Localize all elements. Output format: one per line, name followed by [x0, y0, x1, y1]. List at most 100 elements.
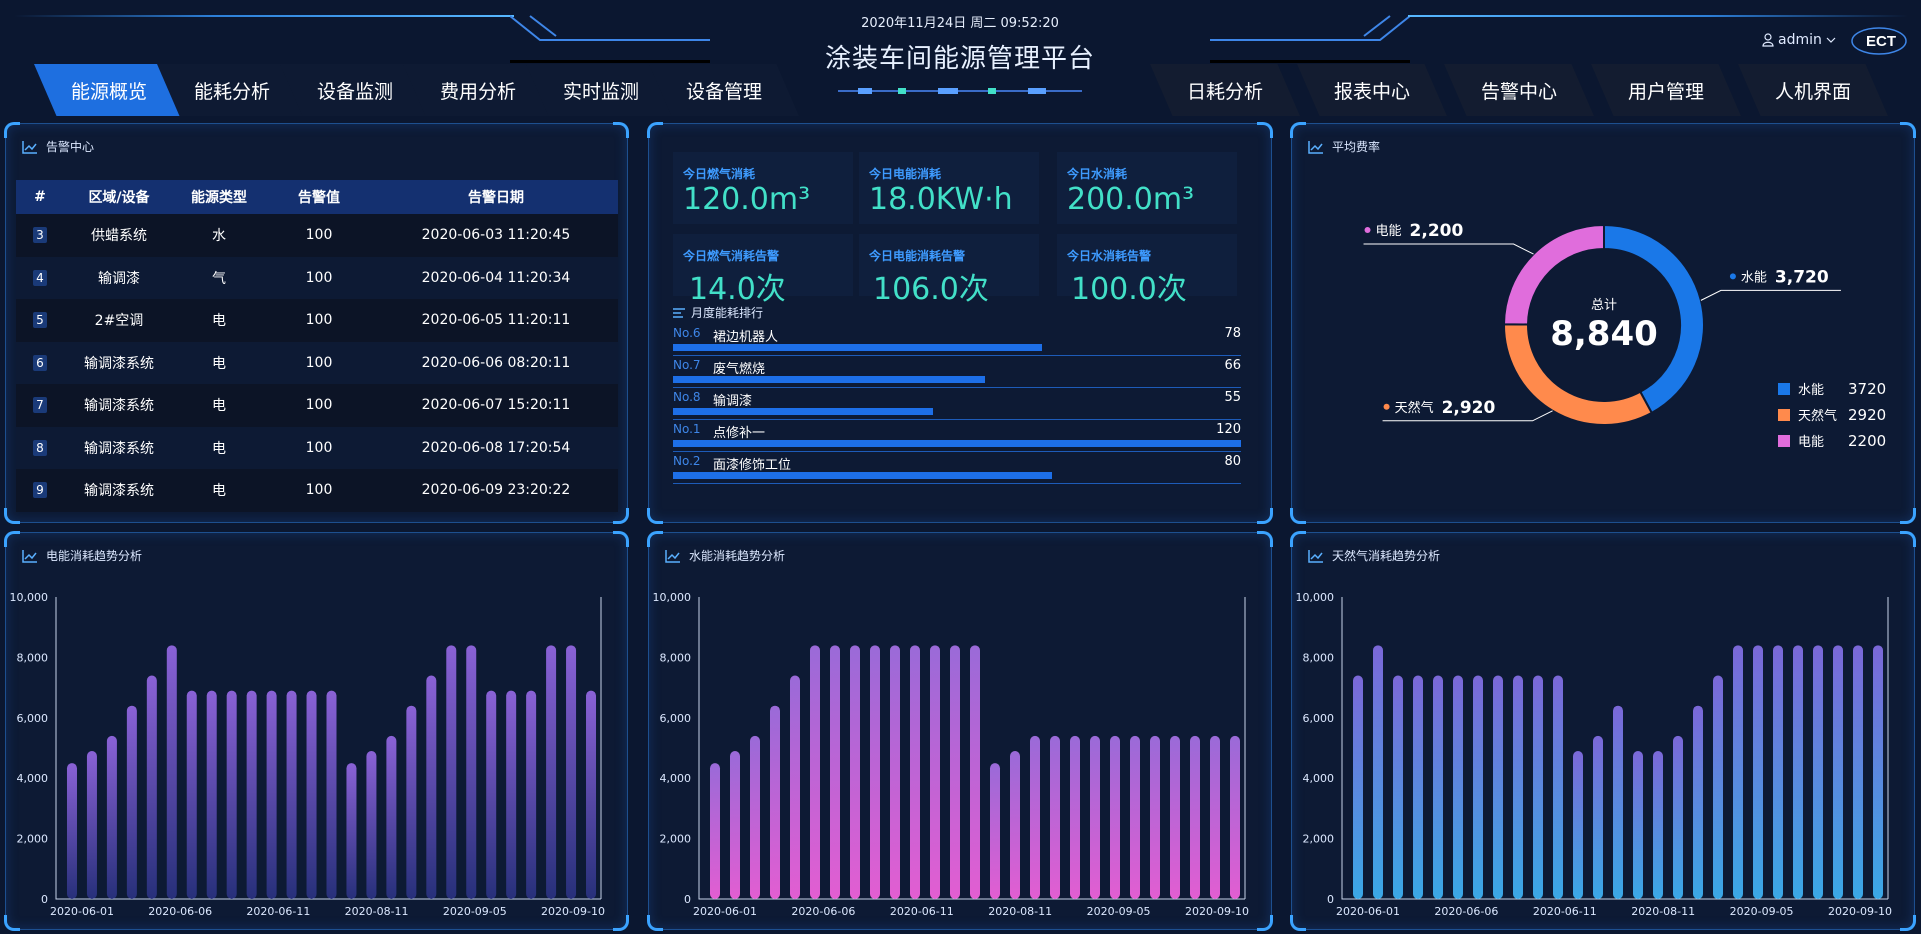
table-row[interactable]: 6 输调漆系统电 100 2020-06-06 08:20:11 [16, 341, 618, 384]
bar[interactable] [890, 645, 900, 899]
bar[interactable] [1853, 645, 1863, 899]
bar[interactable] [1393, 675, 1403, 899]
bar[interactable] [1090, 735, 1100, 899]
bar[interactable] [850, 645, 860, 899]
bar[interactable] [1813, 645, 1823, 899]
bar[interactable] [506, 690, 517, 899]
bar[interactable] [526, 690, 537, 899]
bar[interactable] [1793, 645, 1803, 899]
tab-report-center[interactable]: 报表中心 [1297, 64, 1447, 116]
bar[interactable] [1693, 705, 1703, 899]
tab-daily-analysis[interactable]: 日耗分析 [1150, 64, 1300, 116]
bar[interactable] [86, 751, 97, 899]
bar[interactable] [126, 705, 137, 899]
tab-hmi[interactable]: 人机界面 [1738, 64, 1888, 116]
bar[interactable] [1170, 735, 1180, 899]
bar[interactable] [206, 690, 217, 899]
bar[interactable] [1833, 645, 1843, 899]
tab-realtime-monitoring[interactable]: 实时监测 [526, 64, 676, 116]
bar[interactable] [1070, 735, 1080, 899]
bar[interactable] [870, 645, 880, 899]
bar[interactable] [1673, 735, 1683, 899]
table-row[interactable]: 8 输调漆系统电 100 2020-06-08 17:20:54 [16, 426, 618, 469]
tab-user-management[interactable]: 用户管理 [1591, 64, 1741, 116]
bar[interactable] [386, 735, 397, 899]
bar[interactable] [406, 705, 417, 899]
tab-consumption-analysis[interactable]: 能耗分析 [157, 64, 307, 116]
bar[interactable] [466, 645, 477, 899]
bar[interactable] [226, 690, 237, 899]
donut-slice[interactable] [1502, 223, 1605, 326]
bar[interactable] [1753, 645, 1763, 899]
bar[interactable] [1130, 735, 1140, 899]
bar[interactable] [1733, 645, 1743, 899]
bar[interactable] [930, 645, 940, 899]
tab-equipment-management[interactable]: 设备管理 [649, 64, 799, 116]
bar[interactable] [790, 675, 800, 899]
bar[interactable] [710, 763, 720, 899]
bar[interactable] [1653, 751, 1663, 899]
bar[interactable] [1573, 751, 1583, 899]
bar[interactable] [730, 751, 740, 899]
bar[interactable] [66, 763, 77, 899]
bar[interactable] [810, 645, 820, 899]
bar[interactable] [910, 645, 920, 899]
bar[interactable] [546, 645, 557, 899]
bar[interactable] [970, 645, 980, 899]
bar[interactable] [426, 675, 437, 899]
bar[interactable] [1553, 675, 1563, 899]
legend-item[interactable]: 天然气 2920 [1778, 405, 1886, 424]
bar[interactable] [1353, 675, 1363, 899]
bar[interactable] [1373, 645, 1383, 899]
bar[interactable] [990, 763, 1000, 899]
bar[interactable] [166, 645, 177, 899]
tab-alert-center[interactable]: 告警中心 [1444, 64, 1594, 116]
bar[interactable] [446, 645, 457, 899]
bar[interactable] [1413, 675, 1423, 899]
bar[interactable] [1050, 735, 1060, 899]
bar[interactable] [286, 690, 297, 899]
tab-energy-overview[interactable]: 能源概览 [34, 64, 184, 116]
bar[interactable] [106, 735, 117, 899]
bar[interactable] [1210, 735, 1220, 899]
bar[interactable] [1110, 735, 1120, 899]
bar[interactable] [1190, 735, 1200, 899]
bar[interactable] [326, 690, 337, 899]
table-row[interactable]: 9 输调漆系统电 100 2020-06-09 23:20:22 [16, 469, 618, 512]
bar[interactable] [770, 705, 780, 899]
tab-cost-analysis[interactable]: 费用分析 [403, 64, 553, 116]
bar[interactable] [1633, 751, 1643, 899]
bar[interactable] [1230, 735, 1240, 899]
bar[interactable] [1433, 675, 1443, 899]
bar[interactable] [830, 645, 840, 899]
user-menu[interactable]: admin [1762, 32, 1836, 48]
bar[interactable] [366, 751, 377, 899]
bar[interactable] [306, 690, 317, 899]
bar[interactable] [186, 690, 197, 899]
bar[interactable] [486, 690, 497, 899]
bar[interactable] [1473, 675, 1483, 899]
bar[interactable] [566, 645, 577, 899]
bar[interactable] [1593, 735, 1603, 899]
bar[interactable] [1453, 675, 1463, 899]
bar[interactable] [750, 735, 760, 899]
bar[interactable] [586, 690, 597, 899]
bar[interactable] [1713, 675, 1723, 899]
bar[interactable] [1773, 645, 1783, 899]
table-row[interactable]: 7 输调漆系统电 100 2020-06-07 15:20:11 [16, 384, 618, 427]
bar[interactable] [1493, 675, 1503, 899]
bar[interactable] [346, 763, 357, 899]
bar[interactable] [1513, 675, 1523, 899]
table-row[interactable]: 3 供蜡系统水 100 2020-06-03 11:20:45 [16, 214, 618, 257]
table-row[interactable]: 4 输调漆气 100 2020-06-04 11:20:34 [16, 256, 618, 299]
bar[interactable] [1533, 675, 1543, 899]
bar[interactable] [1873, 645, 1883, 899]
bar[interactable] [266, 690, 277, 899]
bar[interactable] [246, 690, 257, 899]
legend-item[interactable]: 电能 2200 [1778, 431, 1886, 450]
table-row[interactable]: 5 2#空调电 100 2020-06-05 11:20:11 [16, 299, 618, 342]
bar[interactable] [1150, 735, 1160, 899]
bar[interactable] [1030, 735, 1040, 899]
legend-item[interactable]: 水能 3720 [1778, 379, 1886, 398]
bar[interactable] [146, 675, 157, 899]
